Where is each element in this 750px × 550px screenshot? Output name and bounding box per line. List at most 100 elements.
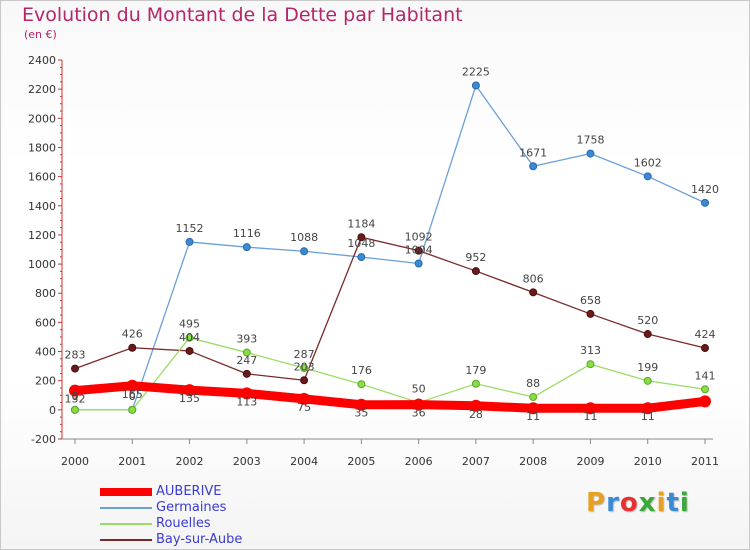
data-label: 1152 <box>176 222 204 235</box>
data-point <box>529 288 538 297</box>
data-label: 135 <box>179 392 200 405</box>
data-point <box>641 402 654 415</box>
x-tick-label: 2010 <box>634 455 662 468</box>
data-label: 0 <box>72 390 79 403</box>
data-point <box>69 384 81 397</box>
data-point <box>584 402 597 415</box>
data-point <box>185 333 194 342</box>
data-point <box>414 246 423 255</box>
data-label: 393 <box>236 333 257 346</box>
data-label: 426 <box>122 328 143 341</box>
data-point <box>586 309 595 318</box>
x-tick-label: 2002 <box>176 455 204 468</box>
data-label: 247 <box>236 354 257 367</box>
data-label: 1088 <box>290 231 318 244</box>
data-point <box>357 233 366 242</box>
data-point <box>412 398 425 411</box>
data-point <box>185 346 194 355</box>
x-tick-label: 2006 <box>405 455 433 468</box>
data-label: 1116 <box>233 227 261 240</box>
data-label: 1184 <box>347 217 375 230</box>
x-tick-label: 2003 <box>233 455 261 468</box>
y-tick-label: 0 <box>49 404 56 417</box>
x-tick-label: 2007 <box>462 455 490 468</box>
data-point <box>527 402 540 415</box>
data-label: 495 <box>179 318 200 331</box>
data-label: 88 <box>526 377 540 390</box>
data-label: 11 <box>641 410 655 423</box>
y-tick-label: 2200 <box>28 83 56 96</box>
series-line-auberive <box>70 381 710 413</box>
series-line-germaines <box>74 84 706 411</box>
data-label: 0 <box>72 390 79 403</box>
chart-title: Evolution du Montant de la Dette par Hab… <box>22 4 463 26</box>
data-label: 287 <box>294 348 315 361</box>
y-tick-label: 600 <box>35 316 56 329</box>
data-point <box>586 360 595 369</box>
data-point <box>701 198 709 207</box>
data-label: 2225 <box>462 66 490 79</box>
y-tick-label: 400 <box>35 346 56 359</box>
data-label: 806 <box>523 272 544 285</box>
data-point <box>469 399 482 412</box>
data-point <box>71 405 79 414</box>
data-label: 176 <box>351 364 372 377</box>
data-point <box>643 376 652 385</box>
data-point <box>242 243 251 252</box>
data-point <box>71 364 79 373</box>
data-label: 0 <box>129 390 136 403</box>
y-tick-label: 2400 <box>28 54 56 67</box>
legend-label: Rouelles <box>156 516 211 531</box>
data-label: 313 <box>580 344 601 357</box>
data-label: 1602 <box>634 156 662 169</box>
data-point <box>126 379 139 392</box>
data-point <box>355 398 368 411</box>
data-label: 11 <box>583 410 597 423</box>
data-label: 35 <box>354 407 368 420</box>
legend-swatch <box>100 507 152 509</box>
data-point <box>183 384 196 397</box>
data-label: 404 <box>179 331 200 344</box>
data-label: 520 <box>637 314 658 327</box>
y-tick-label: 1600 <box>28 171 56 184</box>
data-label: 1004 <box>405 243 433 256</box>
data-point <box>643 330 652 339</box>
chart-subtitle: (en €) <box>24 28 57 41</box>
data-point <box>471 267 480 276</box>
data-point <box>643 172 652 181</box>
data-point <box>300 364 309 373</box>
x-tick-label: 2005 <box>347 455 375 468</box>
data-label: 113 <box>236 395 257 408</box>
y-tick-label: -200 <box>31 433 56 446</box>
data-label: 28 <box>469 408 483 421</box>
data-point <box>128 343 137 352</box>
data-label: 36 <box>412 407 426 420</box>
y-tick-label: 1400 <box>28 200 56 213</box>
data-point <box>300 376 309 385</box>
y-tick-label: 200 <box>35 375 56 388</box>
data-label: 283 <box>65 349 86 362</box>
x-tick-label: 2004 <box>290 455 318 468</box>
data-label: 141 <box>695 369 716 382</box>
legend-label: Germaines <box>156 500 227 515</box>
y-tick-label: 800 <box>35 287 56 300</box>
series-line-rouelles <box>74 337 706 411</box>
data-point <box>185 237 194 246</box>
data-label: 952 <box>465 251 486 264</box>
y-tick-label: 1800 <box>28 141 56 154</box>
data-label: 1758 <box>576 134 604 147</box>
data-point <box>471 379 480 388</box>
data-label: 179 <box>465 364 486 377</box>
y-tick-label: 2000 <box>28 112 56 125</box>
data-point <box>357 253 366 262</box>
data-label: 1048 <box>347 237 375 250</box>
data-point <box>701 344 709 353</box>
data-label: 1671 <box>519 146 547 159</box>
data-point <box>699 395 711 408</box>
data-label: 199 <box>637 361 658 374</box>
data-point <box>471 81 480 90</box>
x-tick-label: 2008 <box>519 455 547 468</box>
x-tick-label: 2011 <box>691 455 719 468</box>
y-tick-label: 1000 <box>28 258 56 271</box>
